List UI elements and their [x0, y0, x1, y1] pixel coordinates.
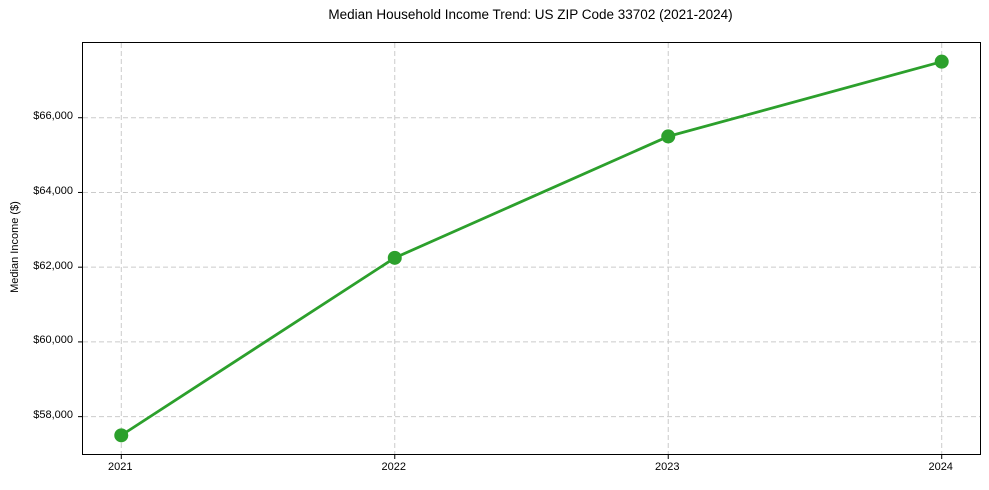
- y-tick-label: $58,000: [33, 409, 73, 422]
- y-tick-label: $60,000: [33, 334, 73, 347]
- x-tick-label: 2022: [381, 461, 406, 473]
- line-chart-svg: [78, 43, 980, 459]
- y-tick-label: $62,000: [33, 259, 73, 272]
- y-tick-label: $66,000: [33, 110, 73, 123]
- data-point-2024: [934, 54, 949, 69]
- trend-line: [119, 60, 944, 437]
- data-point-2021: [114, 428, 129, 443]
- y-axis-label: Median Income ($): [9, 201, 21, 293]
- x-tick-label: 2021: [108, 461, 133, 473]
- data-point-2022: [387, 250, 402, 265]
- x-tick-label: 2023: [654, 461, 680, 473]
- chart-title: Median Household Income Trend: US ZIP Co…: [328, 7, 733, 22]
- plot-area: [78, 42, 981, 459]
- y-tick-label: $64,000: [33, 184, 73, 197]
- x-tick-label: 2024: [928, 461, 953, 473]
- data-point-2023: [661, 129, 676, 144]
